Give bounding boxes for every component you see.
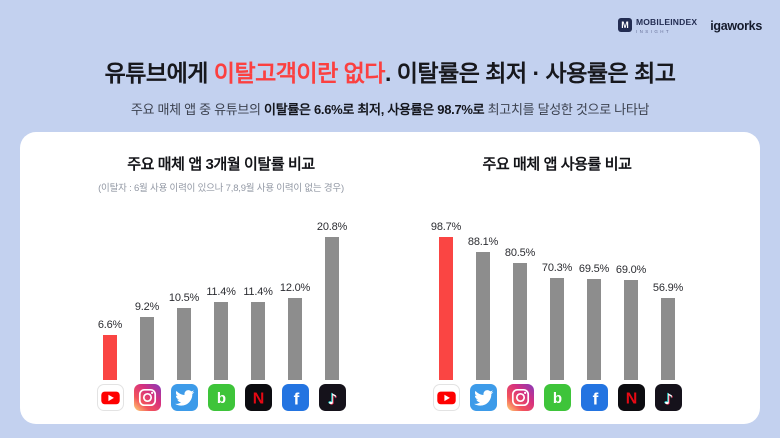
bar-youtube: [439, 237, 453, 380]
usage-chart-note: [372, 180, 742, 191]
svg-text:♪: ♪: [327, 392, 336, 408]
svg-text:b: b: [552, 390, 561, 407]
bar-column-band: 11.4% b: [206, 285, 236, 411]
bar-value-label: 70.3%: [541, 262, 573, 275]
instagram-icon: [133, 384, 161, 411]
bar-value-label: 69.5%: [578, 263, 610, 276]
subtitle-seg3: 최고치를 달성한 것으로 나타남: [484, 102, 650, 117]
bar-value-label: 9.2%: [134, 300, 160, 313]
bar-instagram: [513, 263, 527, 380]
title-pre: 유튜브에게: [104, 60, 214, 86]
usage-rate-chart: 주요 매체 앱 사용률 비교 98.7% 88.1% 80.5% 70.3% b 69.5…: [372, 132, 742, 424]
facebook-icon: f: [580, 384, 608, 411]
title-post: . 이탈률은 최저 · 사용률은 최고: [384, 60, 676, 86]
netflix-icon: N: [617, 384, 645, 411]
bar-value-label: 80.5%: [504, 247, 536, 260]
bar-facebook: [288, 297, 302, 380]
bar-value-label: 88.1%: [467, 236, 499, 249]
page-subtitle: 주요 매체 앱 중 유튜브의 이탈률은 6.6%로 최저, 사용률은 98.7%…: [0, 99, 780, 118]
title-highlight: 이탈고객이란 없다: [213, 60, 386, 86]
charts-card: 주요 매체 앱 3개월 이탈률 비교 (이탈자 : 6월 사용 이력이 있으나 …: [20, 132, 760, 424]
svg-text:♪: ♪: [327, 392, 336, 408]
bar-value-label: 56.9%: [652, 281, 684, 294]
mobileindex-m-icon: M: [617, 18, 632, 32]
bar-value-label: 11.4%: [206, 285, 236, 298]
band-icon: b: [207, 384, 235, 411]
bar-instagram: [140, 316, 154, 380]
subtitle-seg1: 주요 매체 앱 중 유튜브의: [130, 102, 265, 117]
bar-value-label: 10.5%: [168, 291, 200, 304]
instagram-icon: [506, 384, 534, 411]
bar-band: [550, 278, 564, 380]
bar-value-label: 20.8%: [316, 221, 348, 233]
churn-chart-title: 주요 매체 앱 3개월 이탈률 비교: [127, 156, 315, 173]
bar-facebook: [587, 279, 601, 380]
bar-column-twitter: 88.1%: [467, 236, 499, 411]
svg-text:f: f: [592, 390, 598, 409]
band-icon: b: [543, 384, 571, 411]
bar-column-band: 70.3% b: [541, 262, 573, 411]
bar-tiktok: [661, 297, 675, 380]
subtitle-bold: 이탈률은 6.6%로 최저, 사용률은 98.7%로: [264, 102, 485, 117]
svg-text:N: N: [625, 391, 637, 408]
mobileindex-wordmark: MOBILEINDEX INSIGHT: [635, 17, 698, 35]
igaworks-logo: igaworks: [710, 19, 762, 33]
bar-value-label: 98.7%: [430, 221, 462, 233]
churn-chart-bars: 6.6% 9.2% 10.5% 11.4% b 11.4% N 12.0% f 20.8% ♪ ♪ ♪: [36, 221, 406, 411]
bar-column-youtube: 6.6%: [96, 318, 124, 411]
bar-band: [214, 301, 228, 380]
usage-chart-title: 주요 매체 앱 사용률 비교: [482, 156, 632, 173]
mobileindex-brand-text: MOBILEINDEX: [635, 17, 698, 27]
svg-text:N: N: [252, 391, 264, 408]
bar-tiktok: [325, 237, 339, 380]
netflix-icon: N: [244, 384, 272, 411]
brand-logos: M MOBILEINDEX INSIGHT igaworks: [617, 17, 762, 35]
bar-column-tiktok: 20.8% ♪ ♪ ♪: [316, 221, 348, 411]
bar-column-twitter: 10.5%: [168, 291, 200, 411]
facebook-icon: f: [281, 384, 309, 411]
bar-column-instagram: 9.2%: [133, 300, 161, 411]
bar-netflix: [624, 280, 638, 380]
mobileindex-logo: M MOBILEINDEX INSIGHT: [617, 17, 698, 35]
bar-netflix: [251, 301, 265, 380]
svg-text:♪: ♪: [663, 392, 672, 408]
twitter-icon: [170, 384, 198, 411]
bar-value-label: 11.4%: [243, 285, 273, 298]
bar-column-netflix: 11.4% N: [243, 285, 273, 411]
svg-text:♪: ♪: [328, 393, 337, 409]
svg-text:b: b: [216, 390, 225, 407]
bar-column-facebook: 69.5% f: [578, 263, 610, 411]
page-title: 유튜브에게 이탈고객이란 없다. 이탈률은 최저 · 사용률은 최고: [0, 56, 780, 90]
tiktok-icon: ♪ ♪ ♪: [318, 384, 346, 411]
tiktok-icon: ♪ ♪ ♪: [654, 384, 682, 411]
bar-column-youtube: 98.7%: [430, 221, 462, 411]
youtube-icon: [96, 384, 124, 411]
youtube-icon: [432, 384, 460, 411]
mobileindex-insight-text: INSIGHT: [635, 29, 672, 34]
bar-value-label: 69.0%: [615, 264, 647, 276]
usage-chart-bars: 98.7% 88.1% 80.5% 70.3% b 69.5% f 69.0% N 56.9% ♪ ♪…: [372, 221, 742, 411]
svg-text:♪: ♪: [663, 392, 672, 408]
bar-column-facebook: 12.0% f: [279, 281, 311, 411]
churn-chart-note: (이탈자 : 6월 사용 이력이 있으나 7,8,9월 사용 이력이 없는 경우…: [98, 183, 344, 194]
bar-column-netflix: 69.0% N: [615, 264, 647, 411]
bar-value-label: 6.6%: [97, 318, 123, 331]
bar-twitter: [476, 252, 490, 380]
churn-rate-chart: 주요 매체 앱 3개월 이탈률 비교 (이탈자 : 6월 사용 이력이 있으나 …: [36, 132, 406, 424]
svg-text:♪: ♪: [664, 393, 673, 409]
svg-text:f: f: [293, 390, 299, 409]
bar-youtube: [103, 334, 117, 380]
bar-twitter: [177, 307, 191, 380]
twitter-icon: [469, 384, 497, 411]
bar-column-instagram: 80.5%: [504, 247, 536, 411]
bar-value-label: 12.0%: [279, 281, 311, 294]
bar-column-tiktok: 56.9% ♪ ♪ ♪: [652, 281, 684, 411]
